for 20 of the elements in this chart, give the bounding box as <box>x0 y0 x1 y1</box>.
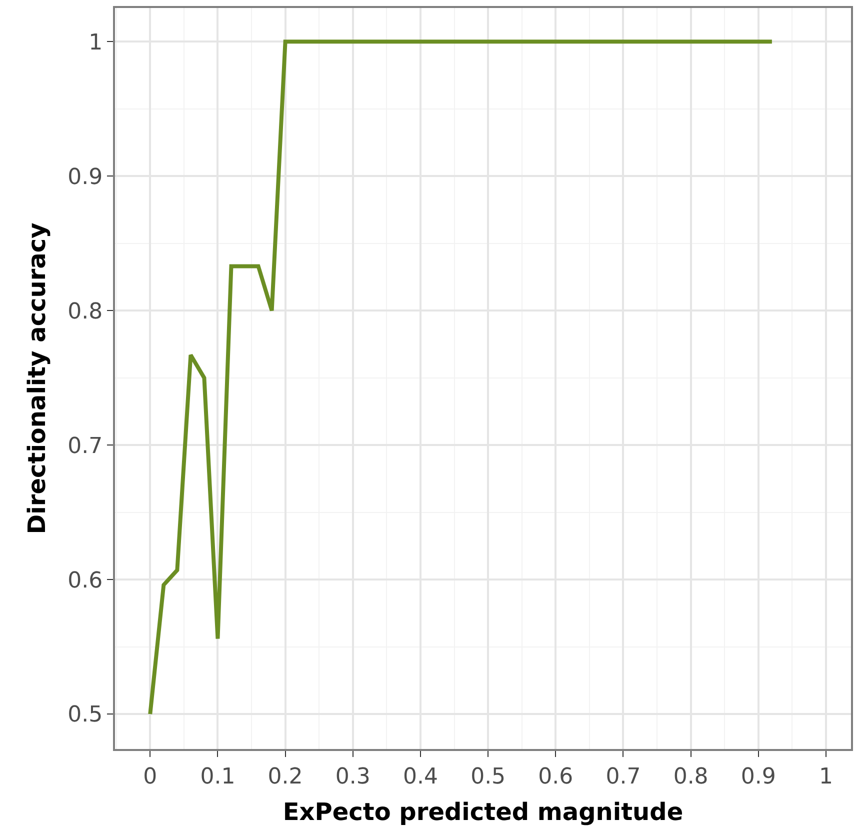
x-tick-label: 0.8 <box>673 764 708 790</box>
x-tick-label: 0.7 <box>606 764 641 790</box>
y-tick-label: 0.6 <box>68 568 103 594</box>
x-tick-label: 0.5 <box>470 764 506 790</box>
x-tick-label: 0.9 <box>740 764 776 790</box>
x-tick-label: 0.6 <box>538 764 574 790</box>
x-tick-label: 0.2 <box>268 764 303 790</box>
y-tick-label: 0.9 <box>68 164 103 190</box>
x-tick-label: 0 <box>143 764 158 790</box>
y-axis-title: Directionality accuracy <box>23 222 52 534</box>
y-tick-label: 0.5 <box>68 702 103 728</box>
x-tick-label: 0.3 <box>335 764 370 790</box>
x-tick-label: 1 <box>818 764 833 790</box>
line-series <box>148 40 774 716</box>
y-tick-label: 0.8 <box>68 299 103 324</box>
x-tick-label: 0.1 <box>200 764 236 790</box>
x-tick-label: 0.4 <box>402 764 438 790</box>
y-tick-label: 0.7 <box>68 434 103 459</box>
x-axis-title: ExPecto predicted magnitude <box>282 798 684 826</box>
y-tick-label: 1 <box>88 30 103 56</box>
